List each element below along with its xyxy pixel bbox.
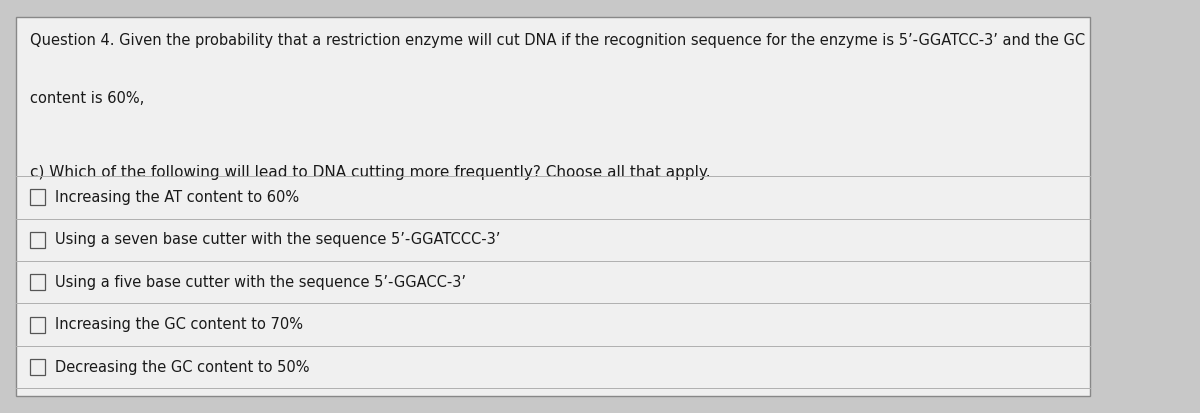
Text: Decreasing the GC content to 50%: Decreasing the GC content to 50% (55, 359, 310, 375)
Bar (30, 316, 46, 332)
Text: Question 4. Given the probability that a restriction enzyme will cut DNA if the : Question 4. Given the probability that a… (30, 33, 1085, 48)
Text: Increasing the GC content to 70%: Increasing the GC content to 70% (55, 317, 302, 332)
Text: Increasing the AT content to 60%: Increasing the AT content to 60% (55, 190, 299, 205)
Bar (30, 359, 46, 375)
Bar (30, 274, 46, 290)
Bar (30, 189, 46, 205)
Text: c) Which of the following will lead to DNA cutting more frequently? Choose all t: c) Which of the following will lead to D… (30, 165, 710, 180)
Bar (16, 17, 1090, 396)
Bar (30, 232, 46, 248)
Text: Using a five base cutter with the sequence 5’-GGACC-3’: Using a five base cutter with the sequen… (55, 275, 466, 290)
Text: Using a seven base cutter with the sequence 5’-GGATCCC-3’: Using a seven base cutter with the seque… (55, 232, 500, 247)
Text: content is 60%,: content is 60%, (30, 91, 144, 106)
